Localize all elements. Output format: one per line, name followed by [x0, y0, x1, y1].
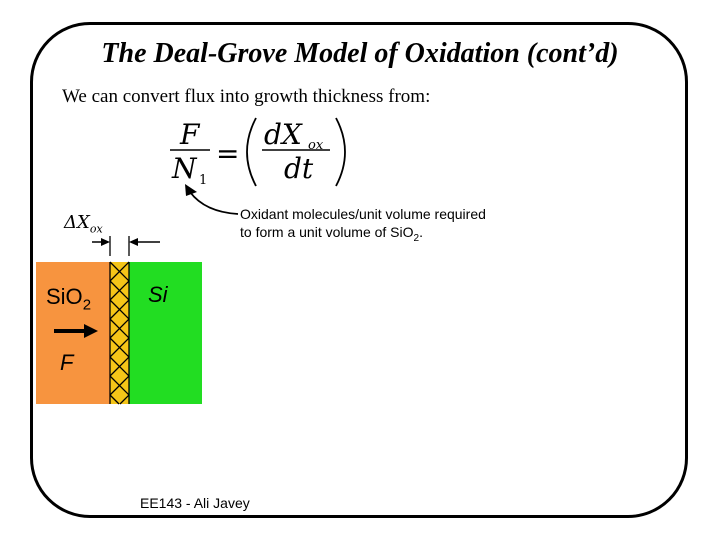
oxide-label-text: SiO: [46, 284, 83, 309]
flux-label: F: [60, 350, 74, 375]
equation-rhs-numerator: dX: [264, 118, 302, 151]
slide-subtitle: We can convert flux into growth thicknes…: [62, 86, 431, 107]
oxidant-note-line2-suffix: .: [419, 224, 423, 240]
oxidant-note-line2-o: O: [402, 224, 414, 240]
left-paren: [246, 117, 257, 187]
growth-layer-hatching: [109, 261, 130, 405]
thickness-label-text: ΔX: [64, 212, 90, 233]
equation-rhs-denominator: dt: [284, 152, 314, 185]
equation-equals: =: [216, 137, 240, 170]
silicon-region: [129, 262, 202, 404]
footer-credit: EE143 - Ali Javey: [140, 495, 250, 511]
note-pointer-arrowhead: [185, 184, 197, 196]
growth-layer: [110, 262, 129, 404]
oxidant-note: Oxidant molecules/unit volume required t…: [240, 205, 486, 248]
equation-lhs-denominator-subscript: 1: [199, 173, 208, 188]
flux-arrowhead: [84, 324, 98, 338]
oxidant-note-line2-prefix: to form a unit volume of Si: [240, 224, 403, 240]
thickness-label: ΔXox: [64, 212, 103, 236]
silicon-label: Si: [148, 282, 168, 307]
thickness-arrowhead-left: [101, 238, 110, 246]
oxide-label: SiO2: [46, 284, 91, 313]
thickness-arrowhead-right: [129, 238, 138, 246]
right-paren: [335, 117, 346, 187]
oxidant-note-line1: Oxidant molecules/unit volume required: [240, 206, 486, 222]
oxidant-note-line2-subscript: 2: [413, 232, 420, 244]
oxidant-note-line2: to form a unit volume of SiO2.: [240, 223, 486, 248]
oxide-label-subscript: 2: [82, 296, 92, 314]
slide-title: The Deal-Grove Model of Oxidation (cont’…: [101, 38, 619, 69]
equation-lhs-denominator: N: [172, 152, 197, 185]
thickness-label-subscript: ox: [89, 222, 103, 236]
equation-lhs-numerator: F: [180, 118, 200, 151]
slide-frame: [30, 22, 688, 518]
note-pointer-arrow: [189, 191, 239, 215]
